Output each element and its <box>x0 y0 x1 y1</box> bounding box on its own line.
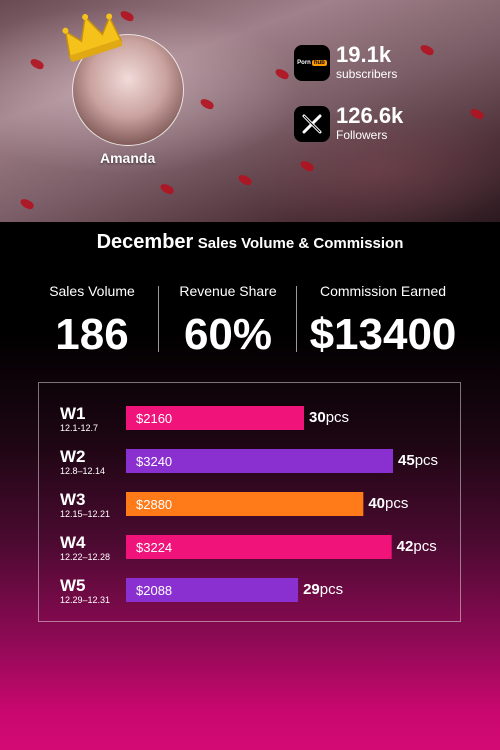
petal-decoration <box>118 9 136 23</box>
title-subtitle: Sales Volume & Commission <box>197 235 404 252</box>
bar-value-label: $2880 <box>136 497 172 512</box>
bar <box>126 535 392 559</box>
follower-count: 126.6k <box>336 103 404 128</box>
page-title: December Sales Volume & Commission <box>0 231 500 254</box>
bar <box>126 406 304 430</box>
week-label: W4 <box>60 533 86 552</box>
petal-decoration <box>18 197 36 211</box>
pieces-label: 45pcs <box>398 452 438 469</box>
bar <box>126 492 364 516</box>
week-label: W2 <box>60 447 86 466</box>
petal-decoration <box>273 67 291 81</box>
petal-decoration <box>198 97 216 111</box>
weekly-sales-chart: W1 12.1-12.7 $2160 30pcs W2 12.8–12.14 $3240 45… <box>38 382 461 622</box>
bar-value-label: $3224 <box>136 540 172 555</box>
crown-icon <box>62 13 123 62</box>
bar-value-label: $2088 <box>136 583 172 598</box>
pieces-label: 40pcs <box>368 495 408 512</box>
petal-decoration <box>28 57 46 71</box>
week-date-range: 12.29–12.31 <box>60 595 110 605</box>
subscriber-count: 19.1k <box>336 42 392 67</box>
subscriber-label: subscribers <box>336 67 398 81</box>
creator-name: Amanda <box>100 150 156 166</box>
bar <box>126 449 393 473</box>
stat-value: 60% <box>183 310 273 359</box>
pieces-label: 42pcs <box>397 538 437 555</box>
pornhub-logo-icon: Porn hub <box>294 44 330 81</box>
stat-label: Revenue Share <box>179 283 277 299</box>
bar-value-label: $2160 <box>136 411 172 426</box>
follower-label: Followers <box>336 128 388 142</box>
stat-sales-volume: Sales Volume 186 <box>32 282 152 360</box>
bar <box>126 578 299 602</box>
logo-text-left: Porn <box>297 59 311 66</box>
social-x: 126.6k Followers <box>294 105 403 142</box>
week-label: W5 <box>60 576 86 595</box>
week-label: W1 <box>60 404 86 423</box>
stat-value: 186 <box>55 310 129 359</box>
avatar-wrapper <box>62 13 184 146</box>
stat-label: Sales Volume <box>49 283 135 299</box>
stats-row: Sales Volume 186 Revenue Share 60% Commi… <box>0 282 500 362</box>
petal-decoration <box>158 182 176 196</box>
stat-divider <box>296 286 297 352</box>
week-date-range: 12.1-12.7 <box>60 423 98 433</box>
week-date-range: 12.22–12.28 <box>60 552 110 562</box>
x-logo-icon <box>294 105 330 142</box>
stat-divider <box>158 286 159 352</box>
week-date-range: 12.8–12.14 <box>60 466 105 476</box>
pieces-label: 29pcs <box>303 581 343 598</box>
stat-value: $13400 <box>309 310 457 359</box>
stat-label: Commission Earned <box>319 283 447 299</box>
petal-decoration <box>298 159 316 173</box>
petal-decoration <box>468 107 486 121</box>
logo-text-right: hub <box>311 59 327 66</box>
stat-revenue-share: Revenue Share 60% <box>164 282 292 360</box>
bar-value-label: $3240 <box>136 454 172 469</box>
petal-decoration <box>236 173 254 187</box>
petal-decoration <box>418 43 436 57</box>
week-label: W3 <box>60 490 86 509</box>
week-date-range: 12.15–12.21 <box>60 509 110 519</box>
stat-commission: Commission Earned $13400 <box>300 282 466 360</box>
title-month: December <box>96 231 194 253</box>
social-pornhub: Porn hub 19.1k subscribers <box>294 44 397 81</box>
pieces-label: 30pcs <box>309 409 349 426</box>
